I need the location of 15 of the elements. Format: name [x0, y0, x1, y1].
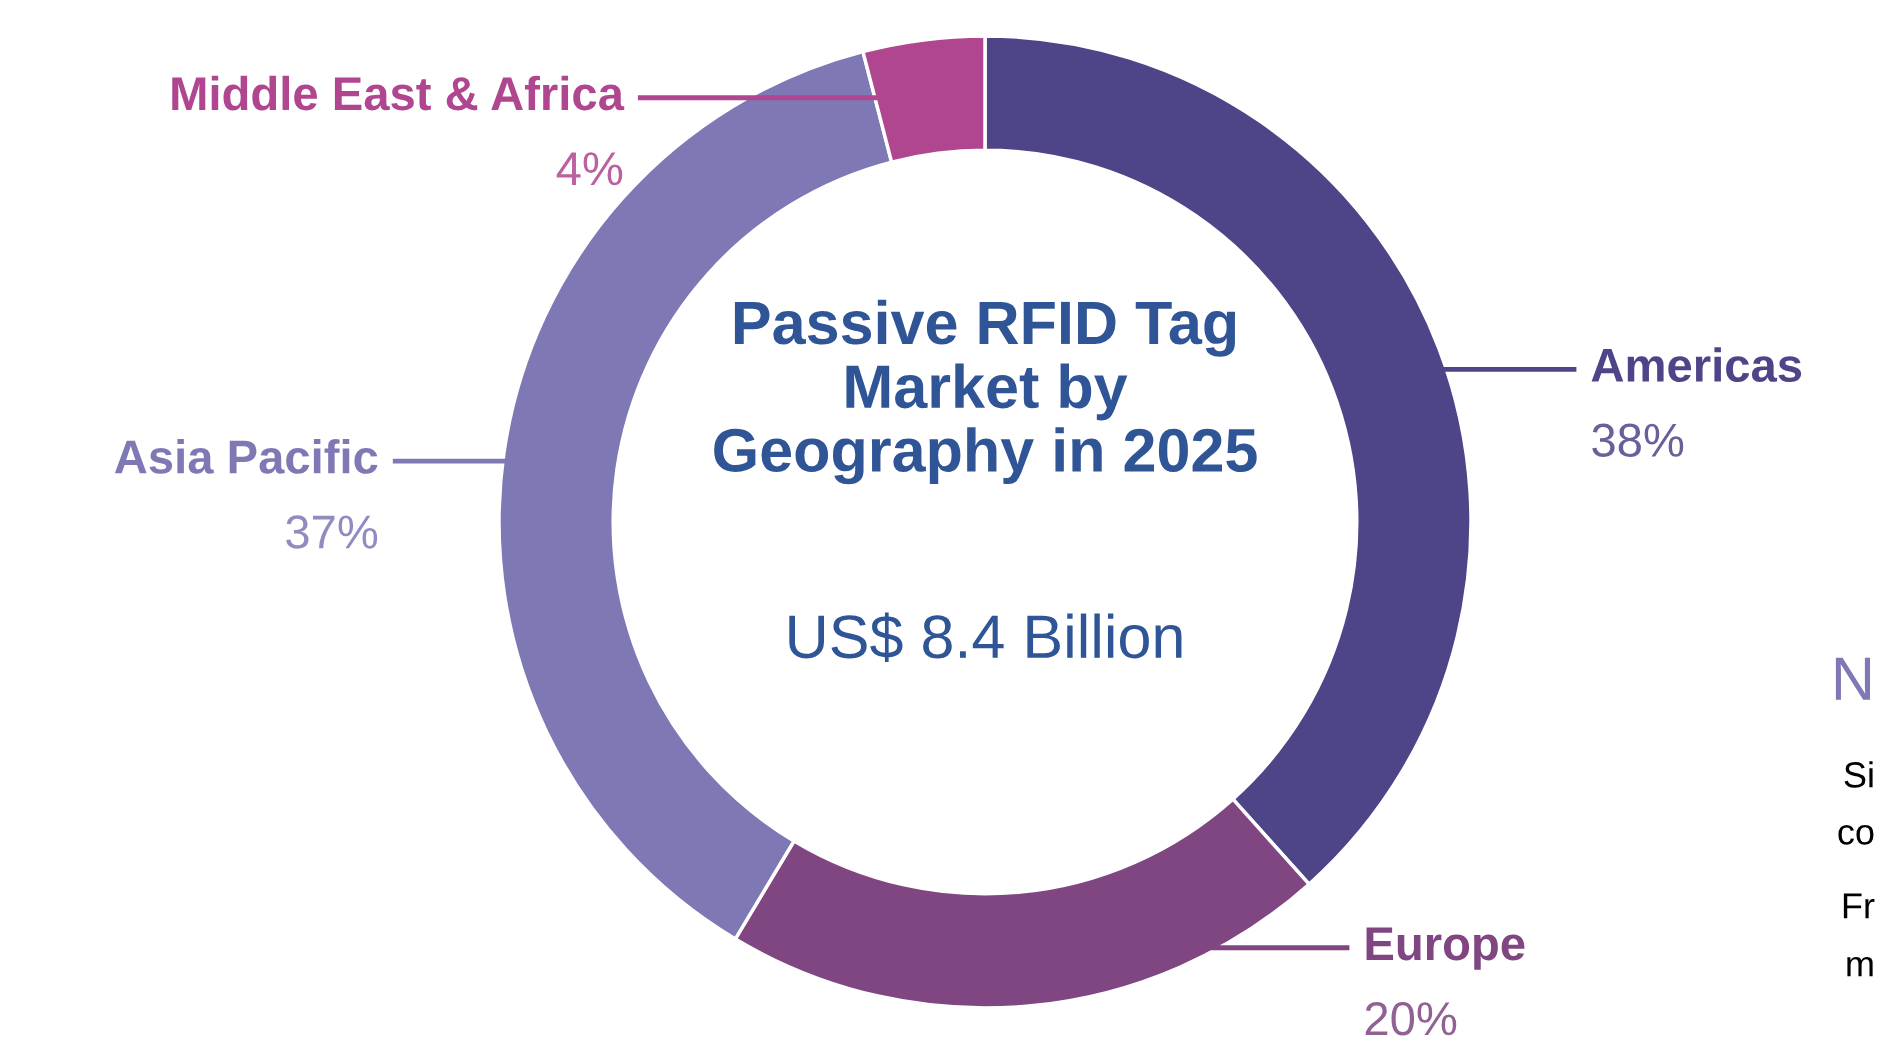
- slice-label: Middle East & Africa: [172, 75, 625, 111]
- slice-label: Asia Pacific: [114, 439, 378, 474]
- text: N: [1835, 657, 1871, 700]
- text: US$ 8.4 Billion: [789, 612, 1182, 663]
- slice-label: Americas: [1591, 347, 1802, 383]
- text: m: [1847, 956, 1873, 977]
- data-label: 20%: [1365, 1001, 1457, 1036]
- data-label: 37%: [286, 515, 378, 549]
- slice-label: Europe: [1366, 927, 1525, 970]
- text: Si: [1844, 761, 1873, 788]
- text: Passive RFID Tag Market by Geography in 2025: [714, 299, 1257, 485]
- text: co: [1838, 824, 1874, 845]
- data-label: 4%: [556, 152, 623, 186]
- text: Fr: [1843, 893, 1875, 919]
- data-label: 38%: [1592, 423, 1684, 458]
